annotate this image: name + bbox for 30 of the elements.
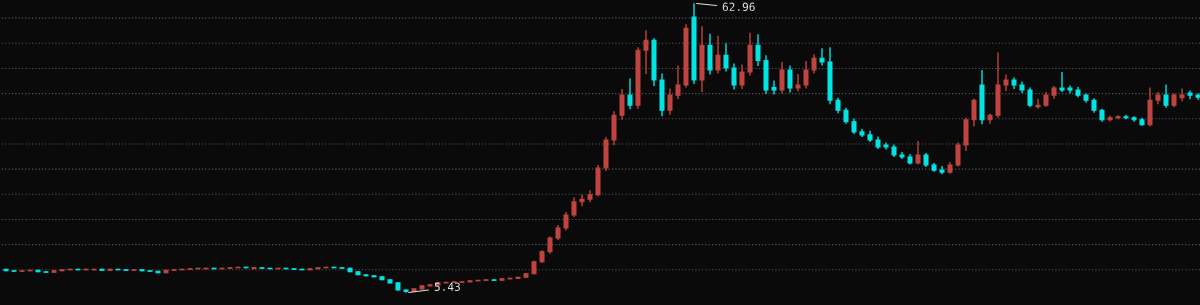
candlestick: [803, 60, 809, 90]
candlestick: [619, 88, 625, 121]
candlestick: [1179, 87, 1185, 102]
candlestick: [627, 77, 633, 110]
candlestick: [675, 64, 681, 100]
candlestick: [667, 87, 673, 116]
candlestick: [771, 79, 777, 96]
candlestick: [731, 62, 737, 91]
candlestick: [811, 53, 817, 75]
candlestick: [755, 33, 761, 67]
candlestick: [819, 47, 825, 67]
candlestick: [955, 141, 961, 168]
candlestick: [971, 97, 977, 128]
candlestick: [571, 196, 577, 218]
candlestick: [787, 64, 793, 94]
candlestick: [1059, 71, 1065, 93]
candlestick: [643, 29, 649, 75]
candlestick: [723, 42, 729, 73]
candlestick: [739, 63, 745, 90]
candlestick: [1163, 83, 1169, 109]
candlestick: [915, 140, 921, 166]
annotation: 5.43: [434, 282, 460, 291]
candlestick: [563, 211, 569, 232]
candlestick: [779, 61, 785, 95]
candlestick: [715, 35, 721, 75]
candlestick: [1035, 97, 1041, 110]
candlestick: [795, 73, 801, 93]
annotation: 62.96: [722, 2, 755, 11]
candlestick: [579, 193, 585, 208]
candlestick: [1027, 86, 1033, 108]
